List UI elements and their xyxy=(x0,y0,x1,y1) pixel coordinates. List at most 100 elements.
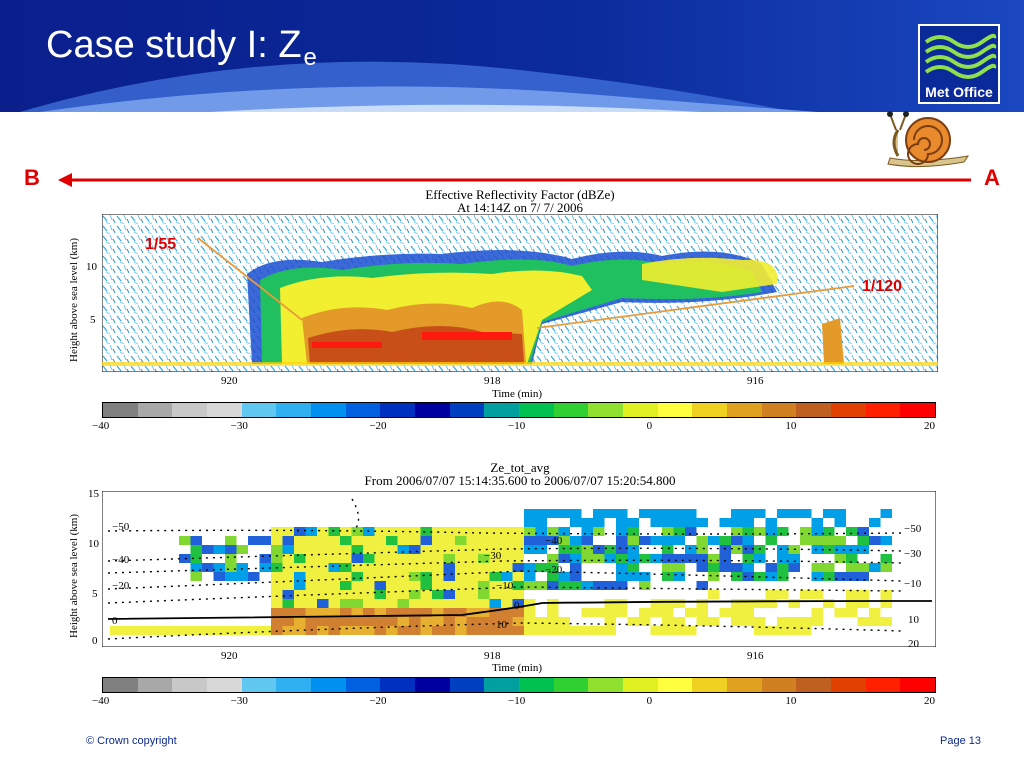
data-cell xyxy=(144,626,156,635)
data-cell xyxy=(386,608,398,617)
data-cell xyxy=(673,527,685,536)
data-cell xyxy=(466,599,478,608)
panel1-ylabel: Height above sea level (km) xyxy=(68,237,80,362)
colorbar-swatch xyxy=(657,678,693,692)
panel2-ylabel: Height above sea level (km) xyxy=(68,513,80,638)
data-cell xyxy=(282,536,294,545)
data-cell xyxy=(501,554,513,563)
panel2-ytick-15: 15 xyxy=(88,488,99,500)
data-cell xyxy=(581,518,593,527)
data-cell xyxy=(374,581,386,590)
colorbar-swatch xyxy=(900,403,936,417)
data-cell xyxy=(834,518,846,527)
panel2-xtick-920: 920 xyxy=(221,650,238,662)
data-cell xyxy=(512,572,524,581)
colorbar-swatch xyxy=(449,678,485,692)
colorbar-swatch xyxy=(519,403,554,417)
data-cell xyxy=(512,608,524,617)
data-cell xyxy=(282,527,294,536)
annotation-left: 1/55 xyxy=(145,236,177,253)
data-cell xyxy=(236,626,248,635)
data-cell xyxy=(662,554,674,563)
data-cell xyxy=(765,599,777,608)
colorbar-swatch xyxy=(380,678,416,692)
data-cell xyxy=(777,527,789,536)
colorbar-swatch xyxy=(761,403,797,417)
data-cell xyxy=(374,536,386,545)
data-cell xyxy=(386,563,398,572)
data-cell xyxy=(547,563,559,572)
colorbar-swatch xyxy=(415,403,450,417)
contour-label-left-1: −50 xyxy=(112,521,130,533)
data-cell xyxy=(765,572,777,581)
colorbar-swatch xyxy=(623,678,658,692)
data-cell xyxy=(788,509,800,518)
data-cell xyxy=(455,626,467,635)
data-cell xyxy=(616,554,628,563)
data-cell xyxy=(869,536,881,545)
data-cell xyxy=(271,608,283,617)
data-cell xyxy=(363,599,375,608)
data-cell xyxy=(340,617,352,626)
data-cell xyxy=(386,554,398,563)
contour-label-mid-2: −30 xyxy=(484,550,502,562)
data-cell xyxy=(443,536,455,545)
data-cell xyxy=(662,527,674,536)
data-cell xyxy=(248,536,260,545)
data-cell xyxy=(190,536,202,545)
colorbar-swatch xyxy=(207,678,242,692)
data-cell xyxy=(570,554,582,563)
data-cell xyxy=(363,581,375,590)
colorbar-swatch xyxy=(345,678,381,692)
logo-text: Met Office xyxy=(925,84,993,100)
data-cell xyxy=(432,581,444,590)
colorbar-tick-label: 10 xyxy=(785,695,797,707)
data-cell xyxy=(202,545,214,554)
panel1-ytick-10: 10 xyxy=(86,261,97,273)
data-cell xyxy=(857,617,869,626)
data-cell xyxy=(317,626,329,635)
colorbar-swatch xyxy=(484,403,520,417)
contour-label-mid-1: −40 xyxy=(545,535,563,547)
data-cell xyxy=(455,527,467,536)
data-cell xyxy=(811,527,823,536)
data-cell xyxy=(443,563,455,572)
data-cell xyxy=(409,527,421,536)
data-cell xyxy=(547,581,559,590)
data-cell xyxy=(374,554,386,563)
data-cell xyxy=(374,572,386,581)
data-cell xyxy=(604,599,616,608)
data-cell xyxy=(202,626,214,635)
data-cell xyxy=(374,599,386,608)
data-cell xyxy=(524,599,536,608)
data-cell xyxy=(397,554,409,563)
data-cell xyxy=(190,626,202,635)
data-cell xyxy=(340,599,352,608)
data-cell xyxy=(363,545,375,554)
data-cell xyxy=(512,617,524,626)
data-cell xyxy=(225,572,237,581)
data-cell xyxy=(305,545,317,554)
colorbar-swatch xyxy=(103,403,138,417)
data-cell xyxy=(305,563,317,572)
data-cell xyxy=(282,563,294,572)
data-cell xyxy=(731,572,743,581)
data-cell xyxy=(501,563,513,572)
data-cell xyxy=(351,572,363,581)
data-cell xyxy=(328,527,340,536)
data-cell xyxy=(351,617,363,626)
data-cell xyxy=(880,563,892,572)
data-cell xyxy=(294,554,306,563)
data-cell xyxy=(524,509,536,518)
data-cell xyxy=(650,509,662,518)
data-cell xyxy=(719,518,731,527)
panel2-ytick-5: 5 xyxy=(92,588,98,600)
data-cell xyxy=(489,626,501,635)
data-cell xyxy=(800,590,812,599)
data-cell xyxy=(662,518,674,527)
data-cell xyxy=(524,536,536,545)
panel1-xtick-920: 920 xyxy=(221,375,238,387)
data-cell xyxy=(547,509,559,518)
data-cell xyxy=(754,599,766,608)
data-cell xyxy=(317,527,329,536)
